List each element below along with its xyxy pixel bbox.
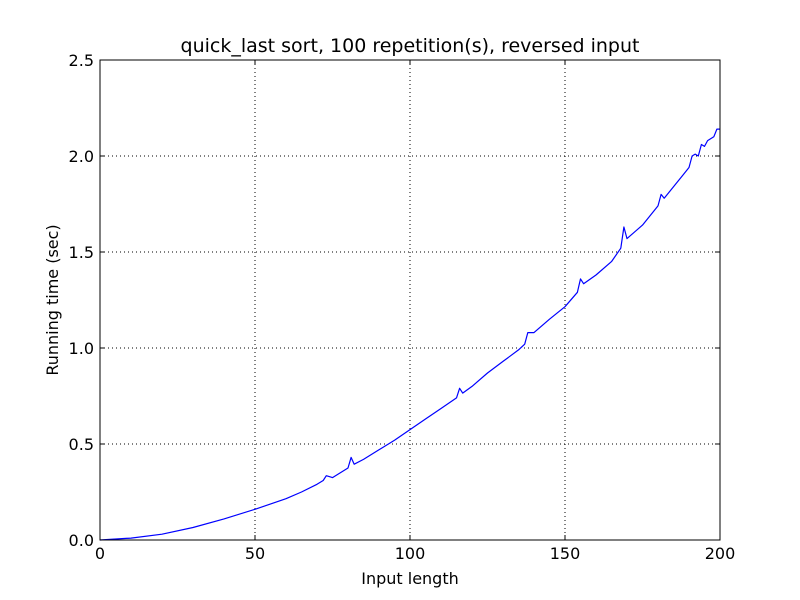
x-tick-labels: 0 50 100 150 200 [95, 544, 735, 563]
x-tick-label: 50 [245, 544, 265, 563]
y-tick-label: 0.5 [69, 435, 94, 454]
y-tick-labels: 0.0 0.5 1.0 1.5 2.0 2.5 [69, 51, 94, 550]
y-tick-label: 1.0 [69, 339, 94, 358]
x-axis-label: Input length [361, 569, 459, 588]
series-line-0 [99, 128, 720, 541]
x-tick-label: 200 [705, 544, 736, 563]
y-tick-label: 0.0 [69, 531, 94, 550]
chart-title: quick_last sort, 100 repetition(s), reve… [181, 35, 640, 57]
plot-frame [99, 59, 721, 541]
y-tick-label: 2.5 [69, 51, 94, 70]
y-axis-label: Running time (sec) [43, 224, 62, 375]
x-tick-label: 150 [550, 544, 581, 563]
grid-lines [100, 60, 720, 540]
y-tick-label: 2.0 [69, 147, 94, 166]
x-tick-label: 0 [95, 544, 105, 563]
series-layer [99, 128, 720, 541]
x-tick-label: 100 [395, 544, 426, 563]
y-tick-label: 1.5 [69, 243, 94, 262]
